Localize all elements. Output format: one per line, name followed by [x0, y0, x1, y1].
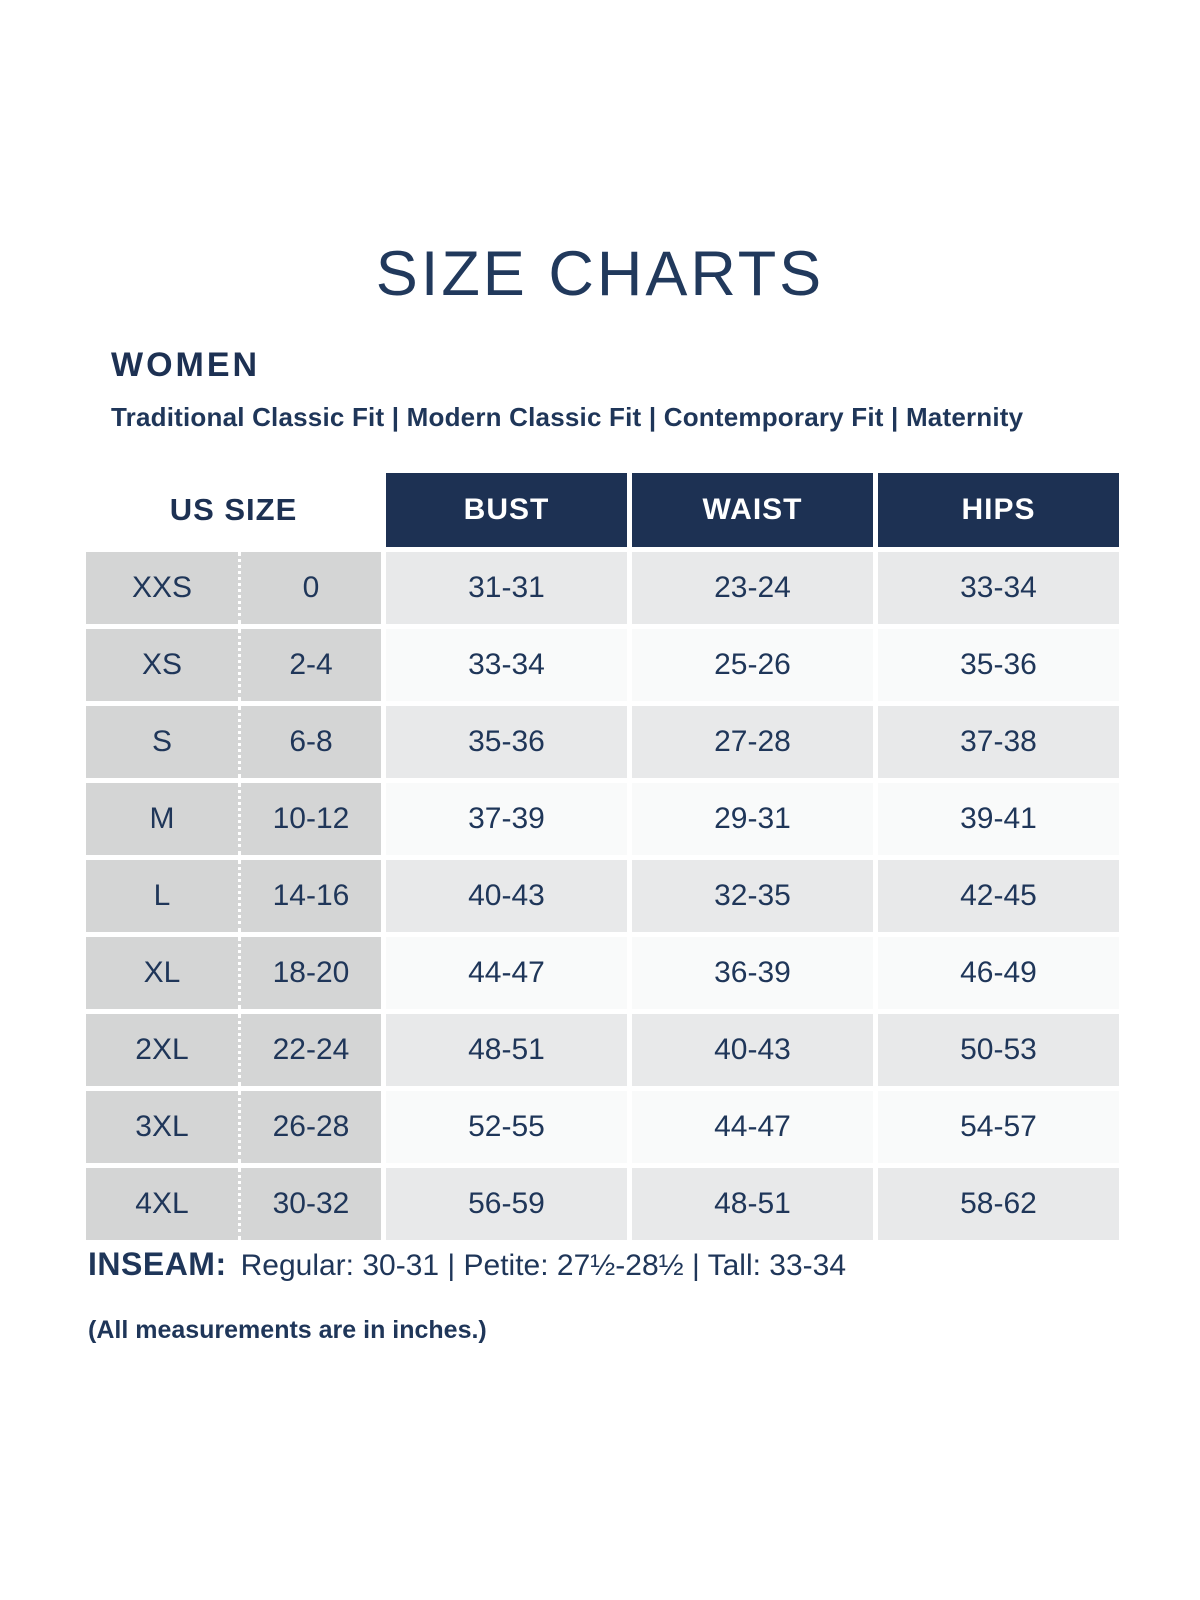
us-size-cell: 30-32: [238, 1168, 381, 1240]
hips-cell: 35-36: [873, 629, 1119, 701]
waist-cell: 29-31: [627, 783, 873, 855]
hips-cell: 37-38: [873, 706, 1119, 778]
hips-cell: 54-57: [873, 1091, 1119, 1163]
waist-cell: 27-28: [627, 706, 873, 778]
fit-types-line: Traditional Classic Fit | Modern Classic…: [111, 402, 1024, 432]
size-table: US SIZE BUST WAIST HIPS XXS 0 31-31 23-24 33…: [86, 473, 1119, 1240]
size-label-cell: XL: [86, 937, 238, 1009]
table-row-xxs: XXS 0 31-31 23-24 33-34: [86, 552, 1119, 624]
waist-cell: 23-24: [627, 552, 873, 624]
waist-cell: 25-26: [627, 629, 873, 701]
inseam-values: Regular: 30-31 | Petite: 27½-28½ | Tall:…: [240, 1249, 847, 1282]
bust-cell: 56-59: [381, 1168, 627, 1240]
table-row-s: S 6-8 35-36 27-28 37-38: [86, 706, 1119, 778]
hips-cell: 33-34: [873, 552, 1119, 624]
hips-cell: 46-49: [873, 937, 1119, 1009]
section-heading-women: WOMEN: [111, 346, 261, 384]
table-row-4xl: 4XL 30-32 56-59 48-51 58-62: [86, 1168, 1119, 1240]
us-size-cell: 0: [238, 552, 381, 624]
bust-cell: 31-31: [381, 552, 627, 624]
size-label-cell: 2XL: [86, 1014, 238, 1086]
hips-cell: 42-45: [873, 860, 1119, 932]
waist-cell: 40-43: [627, 1014, 873, 1086]
us-size-cell: 2-4: [238, 629, 381, 701]
size-label-cell: S: [86, 706, 238, 778]
us-size-cell: 18-20: [238, 937, 381, 1009]
hips-column-header: HIPS: [873, 473, 1119, 547]
waist-cell: 48-51: [627, 1168, 873, 1240]
table-row-xl: XL 18-20 44-47 36-39 46-49: [86, 937, 1119, 1009]
size-label-cell: M: [86, 783, 238, 855]
bust-cell: 40-43: [381, 860, 627, 932]
table-row-l: L 14-16 40-43 32-35 42-45: [86, 860, 1119, 932]
us-size-cell: 6-8: [238, 706, 381, 778]
inseam-label: INSEAM:: [88, 1246, 227, 1282]
us-size-cell: 10-12: [238, 783, 381, 855]
bust-cell: 35-36: [381, 706, 627, 778]
bust-column-header: BUST: [381, 473, 627, 547]
waist-column-header: WAIST: [627, 473, 873, 547]
us-size-cell: 22-24: [238, 1014, 381, 1086]
bust-cell: 37-39: [381, 783, 627, 855]
us-size-cell: 26-28: [238, 1091, 381, 1163]
bust-cell: 44-47: [381, 937, 627, 1009]
us-size-cell: 14-16: [238, 860, 381, 932]
hips-cell: 58-62: [873, 1168, 1119, 1240]
size-label-cell: L: [86, 860, 238, 932]
page-title: SIZE CHARTS: [375, 239, 825, 309]
bust-cell: 33-34: [381, 629, 627, 701]
size-label-cell: XS: [86, 629, 238, 701]
measurements-note: (All measurements are in inches.): [88, 1316, 487, 1344]
table-row-2xl: 2XL 22-24 48-51 40-43 50-53: [86, 1014, 1119, 1086]
waist-cell: 32-35: [627, 860, 873, 932]
waist-cell: 36-39: [627, 937, 873, 1009]
inseam-info: INSEAM: Regular: 30-31 | Petite: 27½-28½ …: [88, 1246, 1138, 1283]
us-size-column-header: US SIZE: [86, 473, 381, 547]
waist-cell: 44-47: [627, 1091, 873, 1163]
table-header-row: US SIZE BUST WAIST HIPS: [86, 473, 1119, 547]
size-label-cell: 4XL: [86, 1168, 238, 1240]
hips-cell: 50-53: [873, 1014, 1119, 1086]
size-label-cell: XXS: [86, 552, 238, 624]
bust-cell: 48-51: [381, 1014, 627, 1086]
table-row-xs: XS 2-4 33-34 25-26 35-36: [86, 629, 1119, 701]
size-table-body: XXS 0 31-31 23-24 33-34 XS 2-4 33-34 25-26 35-36 S…: [86, 552, 1119, 1240]
size-label-cell: 3XL: [86, 1091, 238, 1163]
hips-cell: 39-41: [873, 783, 1119, 855]
bust-cell: 52-55: [381, 1091, 627, 1163]
table-row-3xl: 3XL 26-28 52-55 44-47 54-57: [86, 1091, 1119, 1163]
table-row-m: M 10-12 37-39 29-31 39-41: [86, 783, 1119, 855]
